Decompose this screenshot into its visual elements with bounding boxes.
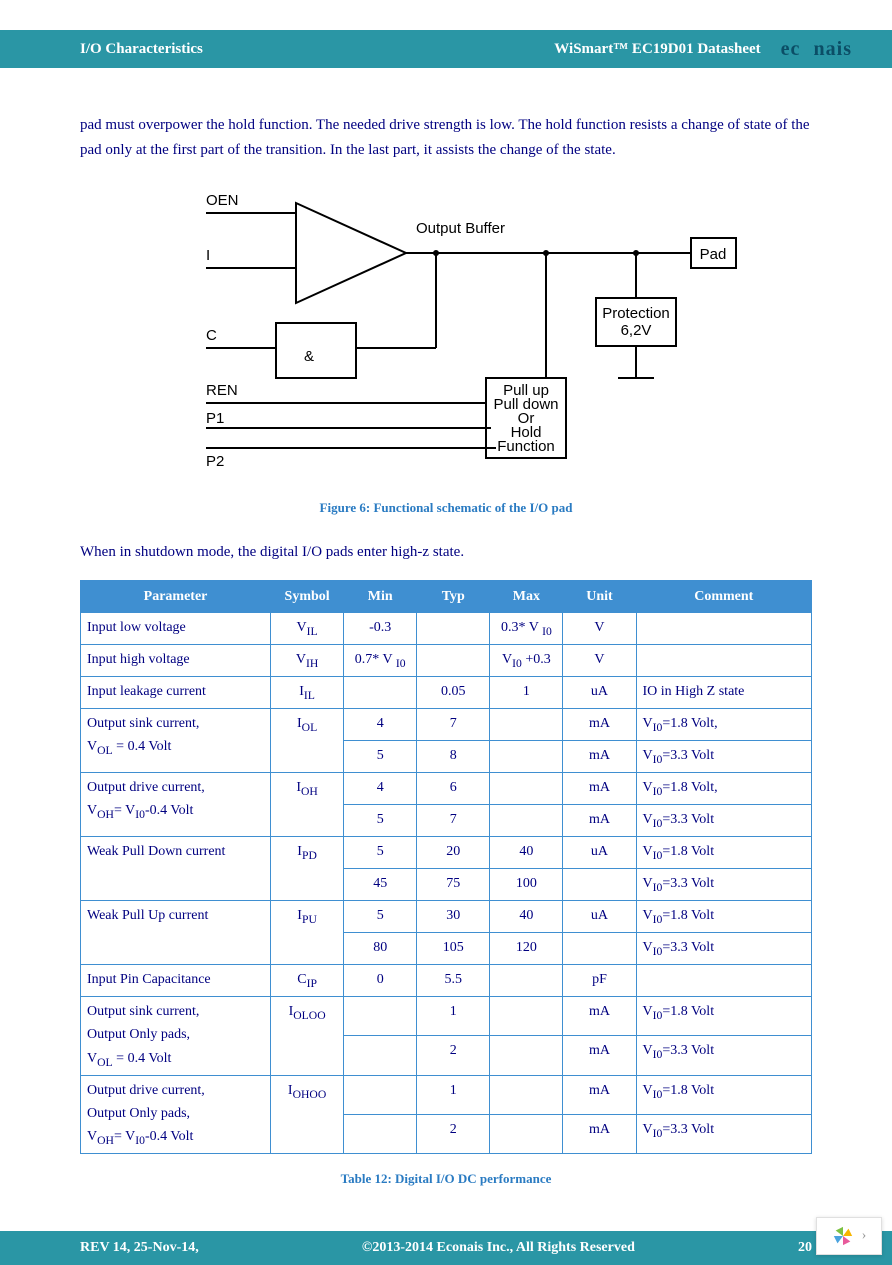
col-parameter: Parameter	[81, 580, 271, 612]
footer-page: 20	[798, 1240, 812, 1256]
lbl-ren: REN	[206, 382, 238, 399]
table-row: Output drive current,Output Only pads,VO…	[81, 1075, 812, 1114]
paragraph-intro: pad must overpower the hold function. Th…	[80, 113, 812, 163]
table-row: Weak Pull Down currentIPD52040uAVI0=1.8 …	[81, 837, 812, 869]
col-max: Max	[490, 580, 563, 612]
figure-caption: Figure 6: Functional schematic of the I/…	[80, 497, 812, 518]
brand-logo: ec◗nais	[781, 38, 852, 61]
floating-widget[interactable]: ›	[816, 1217, 882, 1255]
page: I/O Characteristics WiSmart™ EC19D01 Dat…	[0, 0, 892, 1265]
lbl-prot2: 6,2V	[621, 322, 652, 339]
col-min: Min	[344, 580, 417, 612]
lbl-pad: Pad	[700, 246, 727, 263]
table-row: Input Pin CapacitanceCIP05.5pF	[81, 965, 812, 997]
footer-copyright: ©2013-2014 Econais Inc., All Rights Rese…	[362, 1240, 635, 1256]
col-typ: Typ	[417, 580, 490, 612]
lbl-p1: P1	[206, 410, 224, 427]
table-row: Output drive current,VOH= VI0-0.4 VoltIO…	[81, 773, 812, 805]
table-row: Input low voltageVIL-0.30.3* V I0V	[81, 612, 812, 644]
schematic-svg: text{font-family:Arial,sans-serif;font-s…	[146, 183, 746, 483]
table-row: Input leakage currentIIL0.051uAIO in Hig…	[81, 676, 812, 708]
lbl-oen: OEN	[206, 192, 239, 209]
lbl-and: &	[304, 348, 314, 365]
header-section-title: I/O Characteristics	[80, 41, 203, 58]
lbl-c: C	[206, 327, 217, 344]
lbl-prot1: Protection	[602, 305, 670, 322]
col-unit: Unit	[563, 580, 636, 612]
figure-schematic: text{font-family:Arial,sans-serif;font-s…	[80, 183, 812, 483]
header-doc-title: WiSmart™ EC19D01 Datasheet	[554, 41, 760, 58]
lbl-outbuf: Output Buffer	[416, 220, 505, 237]
table-row: Weak Pull Up currentIPU53040uAVI0=1.8 Vo…	[81, 901, 812, 933]
table-row: Input high voltageVIH0.7* V I0VI0 +0.3V	[81, 644, 812, 676]
lbl-p2: P2	[206, 453, 224, 470]
footer-bar: REV 14, 25-Nov-14, ©2013-2014 Econais In…	[0, 1231, 892, 1265]
table-caption: Table 12: Digital I/O DC performance	[80, 1168, 812, 1189]
table-row: Output sink current,Output Only pads,VOL…	[81, 997, 812, 1036]
col-comment: Comment	[636, 580, 811, 612]
table-row: Output sink current,VOL = 0.4 VoltIOL47m…	[81, 708, 812, 740]
col-symbol: Symbol	[271, 580, 344, 612]
header-bar: I/O Characteristics WiSmart™ EC19D01 Dat…	[0, 30, 892, 68]
lbl-i: I	[206, 247, 210, 264]
pinwheel-icon	[832, 1225, 854, 1247]
paragraph-shutdown: When in shutdown mode, the digital I/O p…	[80, 540, 812, 565]
content-area: pad must overpower the hold function. Th…	[0, 68, 892, 1231]
spec-table: ParameterSymbolMinTypMaxUnitComment Inpu…	[80, 580, 812, 1154]
footer-rev: REV 14, 25-Nov-14,	[80, 1240, 199, 1256]
lbl-pull5: Function	[497, 438, 555, 455]
chevron-right-icon: ›	[862, 1228, 867, 1244]
